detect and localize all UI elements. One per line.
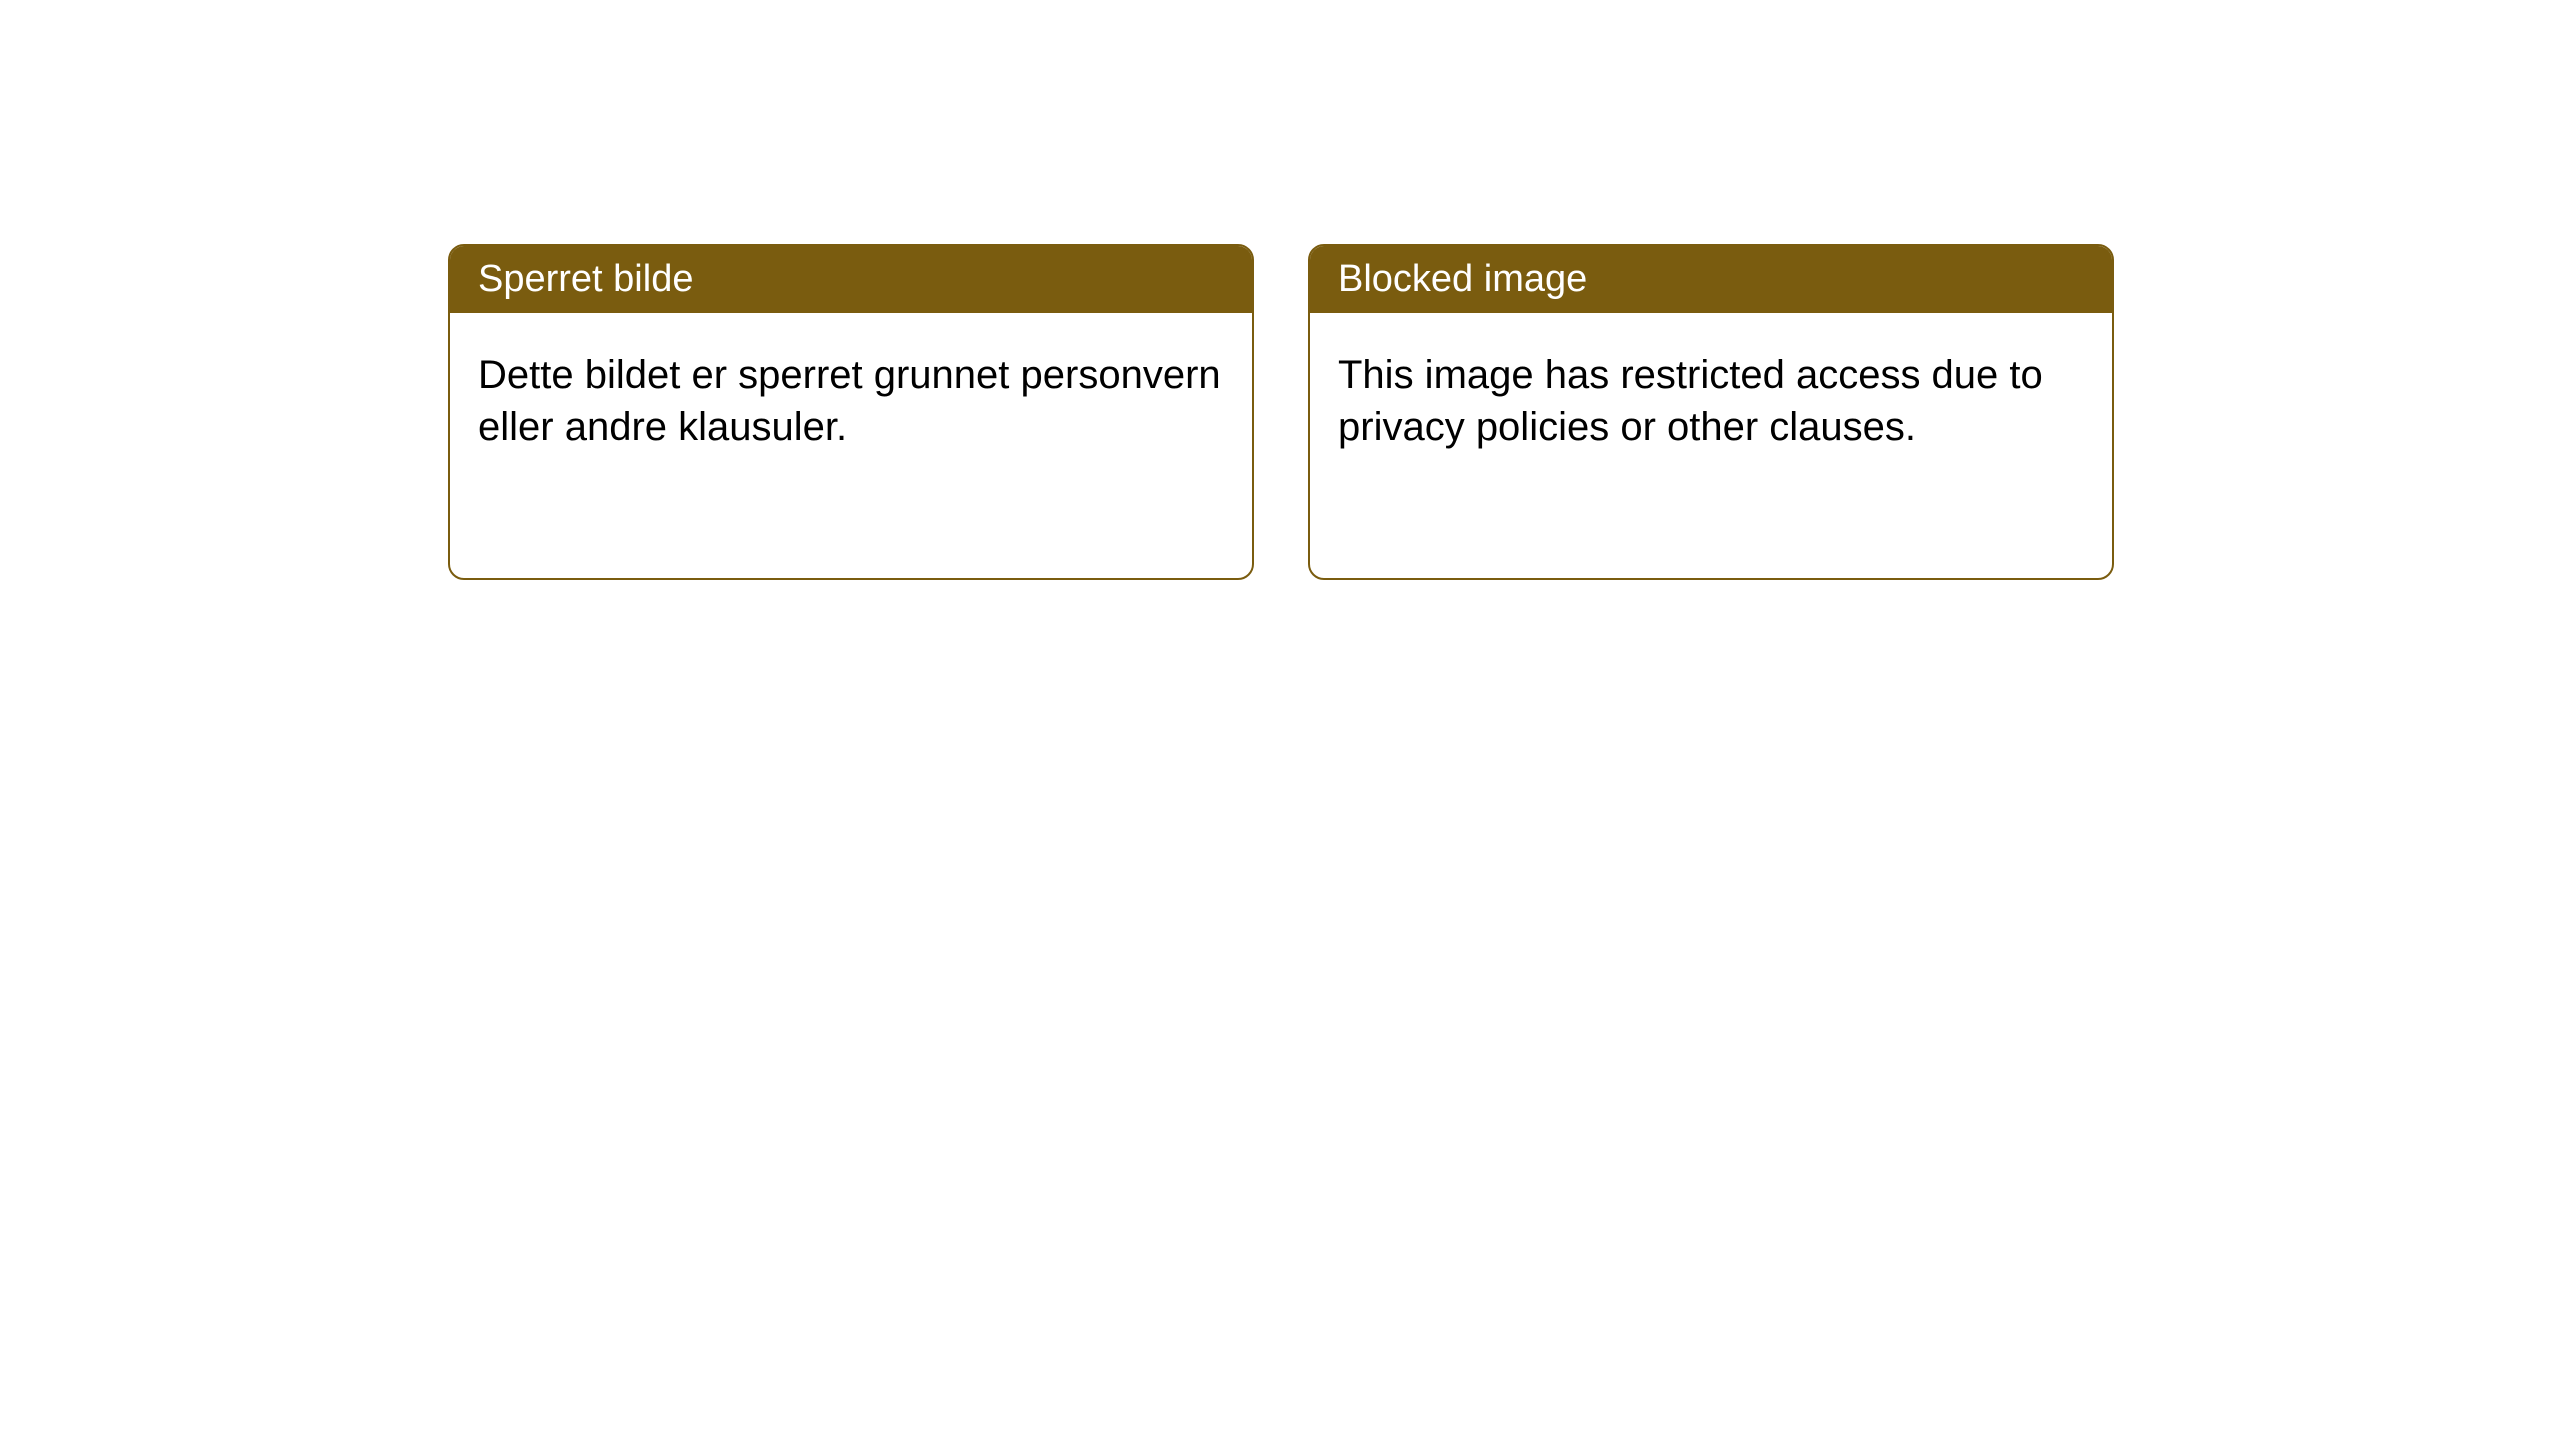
notice-container: Sperret bilde Dette bildet er sperret gr… (448, 244, 2114, 580)
card-header-english: Blocked image (1310, 246, 2112, 313)
blocked-image-card-english: Blocked image This image has restricted … (1308, 244, 2114, 580)
card-body-english: This image has restricted access due to … (1310, 313, 2112, 489)
card-header-norwegian: Sperret bilde (450, 246, 1252, 313)
card-body-norwegian: Dette bildet er sperret grunnet personve… (450, 313, 1252, 489)
blocked-image-card-norwegian: Sperret bilde Dette bildet er sperret gr… (448, 244, 1254, 580)
